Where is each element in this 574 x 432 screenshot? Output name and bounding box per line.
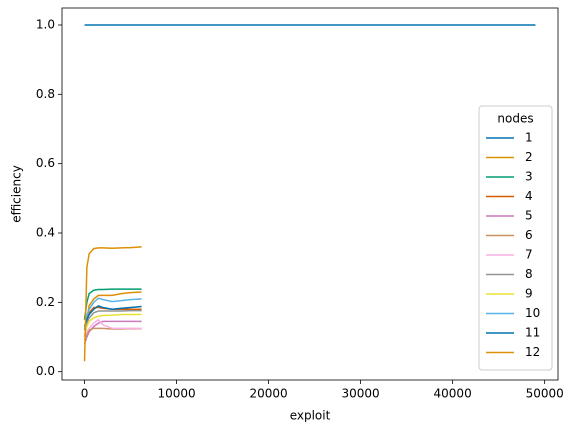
legend-label: 10 (525, 306, 540, 320)
x-tick-label: 20000 (249, 387, 287, 401)
y-tick-label: 0.4 (36, 226, 55, 240)
x-tick-label: 40000 (434, 387, 472, 401)
legend-label: 8 (525, 267, 533, 281)
series-line (83, 309, 142, 331)
series-line (83, 304, 142, 327)
legend-label: 11 (525, 326, 540, 340)
legend-label: 1 (525, 131, 533, 145)
legend-label: 2 (525, 150, 533, 164)
series-line (83, 313, 142, 338)
plot-frame (61, 7, 559, 381)
x-tick-label: 50000 (526, 387, 564, 401)
legend-title: nodes (497, 112, 533, 126)
x-tick-label: 10000 (157, 387, 195, 401)
series-line (83, 246, 142, 362)
x-axis-label: exploit (290, 409, 331, 423)
legend-label: 9 (525, 287, 533, 301)
legend-label: 6 (525, 228, 533, 242)
legend-box (478, 105, 553, 371)
y-tick-label: 1.0 (36, 17, 55, 31)
series-line (83, 327, 142, 341)
x-tick-label: 0 (81, 387, 89, 401)
y-tick-label: 0.2 (36, 295, 55, 309)
x-tick-label: 30000 (342, 387, 380, 401)
y-tick-label: 0.0 (36, 364, 55, 378)
legend-label: 5 (525, 209, 533, 223)
y-tick-label: 0.8 (36, 87, 55, 101)
y-tick-label: 0.6 (36, 156, 55, 170)
legend-label: 12 (525, 345, 540, 359)
legend-label: 3 (525, 170, 533, 184)
legend-label: 4 (525, 189, 533, 203)
y-axis-label: efficiency (10, 165, 24, 223)
series-line (83, 288, 142, 320)
legend-label: 7 (525, 248, 533, 262)
series-line (83, 318, 142, 338)
series-line (83, 297, 142, 331)
